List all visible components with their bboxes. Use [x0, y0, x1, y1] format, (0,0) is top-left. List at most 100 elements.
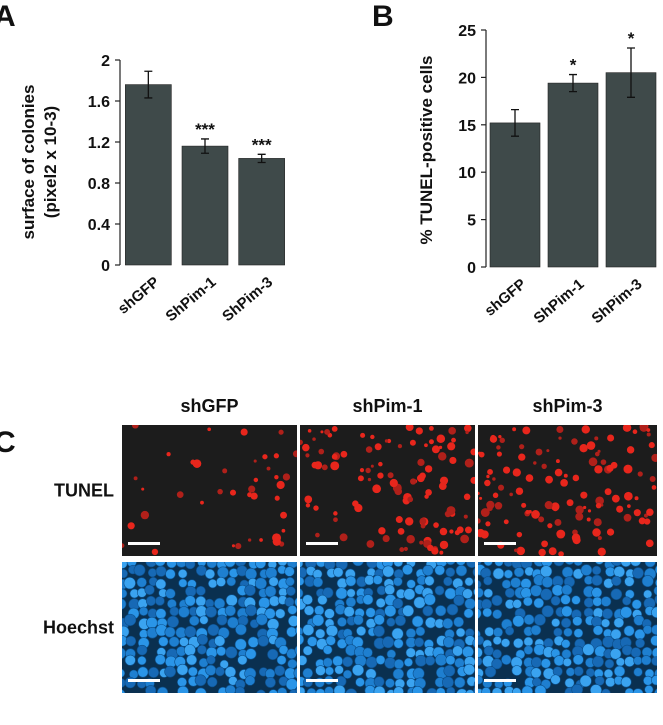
nucleus	[226, 576, 236, 587]
nucleus	[352, 664, 365, 677]
tunel-cell	[365, 446, 373, 453]
y-axis-label: (pixel2 x 10-3)	[41, 106, 60, 218]
nucleus	[217, 566, 229, 579]
nucleus	[365, 607, 376, 618]
nucleus	[265, 676, 276, 688]
tunel-cell	[282, 473, 291, 481]
nucleus	[137, 655, 147, 666]
nucleus	[362, 647, 373, 658]
tunel-cell	[480, 508, 490, 517]
nucleus	[205, 664, 217, 676]
tunel-cell	[419, 540, 424, 545]
nucleus	[185, 585, 197, 598]
nucleus	[501, 579, 512, 589]
nucleus	[195, 595, 207, 607]
nucleus	[512, 599, 522, 609]
tunel-cell	[487, 469, 493, 475]
tunel-cell	[377, 472, 384, 479]
nucleus	[205, 606, 217, 618]
tunel-cell	[646, 428, 651, 432]
tunel-cell	[274, 495, 280, 501]
y-tick-label: 2	[101, 53, 110, 70]
nucleus	[492, 635, 502, 646]
tunel-cell	[518, 453, 526, 461]
tunel-cell	[465, 430, 469, 435]
nucleus	[610, 588, 623, 600]
nucleus	[235, 623, 247, 636]
nucleus	[393, 658, 404, 670]
nucleus	[224, 666, 237, 678]
nucleus	[620, 676, 632, 688]
tunel-cell	[498, 435, 502, 439]
tunel-cell	[624, 491, 633, 501]
nucleus	[478, 656, 483, 666]
tunel-cell	[544, 501, 553, 510]
nucleus	[561, 566, 574, 578]
tunel-cell	[556, 426, 564, 434]
nucleus	[225, 684, 236, 693]
nucleus	[651, 606, 657, 619]
nucleus	[580, 564, 593, 576]
tunel-cell	[397, 444, 403, 449]
nucleus	[155, 596, 165, 606]
tunel-cell	[522, 426, 531, 435]
nucleus	[520, 587, 532, 599]
tunel-cell	[464, 425, 472, 433]
nucleus	[406, 678, 416, 688]
tunel-cell	[359, 468, 365, 473]
tunel-cell	[439, 527, 448, 536]
tunel-cell	[597, 535, 602, 541]
tunel-cell	[331, 453, 338, 460]
tunel-cell	[512, 427, 517, 432]
tunel-cell	[560, 479, 568, 487]
nucleus	[465, 689, 475, 693]
nucleus	[155, 608, 167, 620]
nucleus	[609, 648, 622, 660]
nucleus	[122, 635, 128, 647]
tunel-cell	[378, 461, 383, 467]
tunel-cell	[222, 468, 228, 474]
nucleus	[650, 635, 657, 647]
nucleus	[633, 667, 643, 677]
column-header: shPim-1	[352, 396, 422, 416]
nucleus	[373, 625, 385, 637]
nucleus	[373, 685, 386, 693]
tunel-cell	[594, 451, 600, 457]
nucleus	[478, 675, 484, 685]
nucleus	[353, 614, 364, 626]
tunel-cell	[304, 495, 313, 504]
nucleus	[146, 616, 158, 629]
tunel-cell	[384, 439, 389, 443]
significance: *	[570, 56, 577, 75]
nucleus	[122, 668, 126, 678]
nucleus	[632, 688, 644, 693]
nucleus	[551, 618, 561, 628]
nucleus	[284, 566, 295, 577]
nucleus	[345, 596, 357, 608]
tunel-cell	[597, 547, 606, 556]
nucleus	[445, 562, 456, 566]
tunel-cell	[551, 502, 560, 511]
error-bar	[257, 153, 266, 164]
nucleus	[300, 588, 304, 599]
nucleus	[464, 577, 474, 587]
nucleus	[464, 598, 475, 610]
nucleus	[651, 675, 657, 686]
nucleus	[391, 627, 404, 640]
nucleus	[540, 658, 551, 669]
nucleus	[137, 666, 149, 678]
nucleus	[613, 566, 626, 578]
nucleus	[492, 567, 505, 580]
nucleus	[219, 659, 229, 669]
tunel-cell	[649, 476, 656, 483]
nucleus	[166, 615, 179, 628]
nucleus	[530, 584, 543, 597]
nucleus	[315, 688, 326, 693]
tunel-cell	[592, 528, 601, 537]
tunel-cell	[438, 482, 447, 491]
x-tick-label: shGFP	[115, 274, 163, 318]
nucleus	[311, 614, 325, 627]
nucleus	[573, 666, 584, 677]
nucleus	[345, 688, 358, 693]
nucleus	[237, 655, 248, 666]
